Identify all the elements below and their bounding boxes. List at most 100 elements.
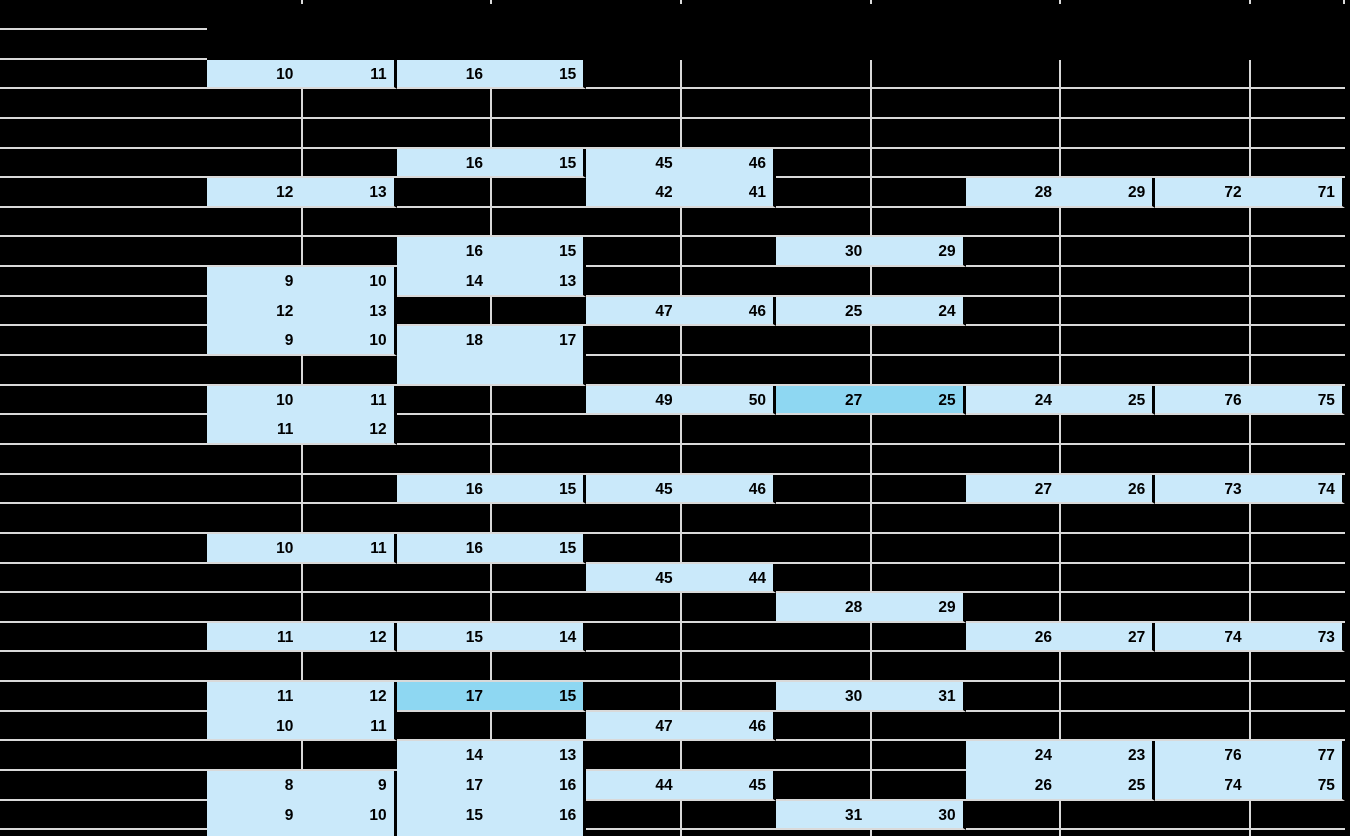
empty-cell[interactable] <box>396 652 587 683</box>
value-cell-block[interactable]: 47 46 <box>586 296 776 327</box>
value-cell-block[interactable]: 18 17 <box>396 326 587 386</box>
empty-cell[interactable] <box>965 593 1156 623</box>
row-label-cell[interactable] <box>0 267 207 297</box>
empty-cell[interactable] <box>586 30 776 60</box>
row-label-cell[interactable] <box>0 149 207 179</box>
empty-cell[interactable] <box>586 59 776 90</box>
empty-cell[interactable] <box>965 711 1156 742</box>
empty-cell[interactable] <box>396 178 587 208</box>
empty-cell[interactable] <box>965 59 1156 90</box>
empty-cell[interactable] <box>396 296 587 327</box>
empty-cell[interactable] <box>586 593 776 623</box>
value-cell-block[interactable]: 45 46 <box>586 474 776 505</box>
value-cell-block[interactable]: 10 11 11 12 <box>207 385 397 445</box>
empty-cell[interactable] <box>396 89 587 119</box>
empty-cell[interactable] <box>207 118 397 149</box>
row-label-cell[interactable] <box>0 326 207 357</box>
value-cell-block-highlighted[interactable]: 17 15 <box>396 682 587 712</box>
row-label-cell[interactable] <box>0 386 207 416</box>
empty-cell[interactable] <box>775 118 966 149</box>
value-cell-block[interactable]: 31 30 <box>775 800 966 831</box>
empty-cell[interactable] <box>1155 682 1345 712</box>
empty-cell[interactable] <box>1155 30 1345 60</box>
empty-cell[interactable] <box>207 474 397 505</box>
empty-cell[interactable] <box>207 207 397 238</box>
empty-cell[interactable] <box>965 682 1156 712</box>
empty-cell[interactable] <box>1155 267 1345 297</box>
empty-cell[interactable] <box>776 830 966 836</box>
row-label-cell[interactable] <box>0 297 207 327</box>
empty-cell[interactable] <box>397 30 587 60</box>
empty-cell[interactable] <box>775 652 966 683</box>
value-cell-block[interactable]: 12 13 <box>207 178 397 208</box>
empty-cell[interactable] <box>775 148 966 179</box>
empty-cell[interactable] <box>965 652 1156 683</box>
row-label-cell[interactable] <box>0 60 207 90</box>
empty-cell[interactable] <box>775 504 966 534</box>
empty-cell[interactable] <box>396 415 587 445</box>
empty-cell[interactable] <box>776 30 966 60</box>
empty-cell[interactable] <box>775 771 966 801</box>
empty-cell[interactable] <box>207 652 397 683</box>
empty-cell[interactable] <box>207 30 397 60</box>
empty-cell[interactable] <box>207 593 397 623</box>
empty-cell[interactable] <box>586 682 776 712</box>
row-label-cell[interactable] <box>0 682 207 712</box>
empty-cell[interactable] <box>775 415 966 445</box>
empty-cell[interactable] <box>966 830 1156 836</box>
row-label-cell[interactable] <box>0 623 207 653</box>
empty-cell[interactable] <box>1155 504 1345 534</box>
empty-cell[interactable] <box>207 89 397 119</box>
empty-cell[interactable] <box>965 800 1156 831</box>
empty-cell[interactable] <box>965 356 1156 386</box>
empty-cell[interactable] <box>586 415 776 445</box>
row-label-cell[interactable] <box>0 475 207 505</box>
value-cell-block-highlighted[interactable]: 27 25 <box>775 385 966 416</box>
empty-cell[interactable] <box>965 148 1156 179</box>
empty-cell[interactable] <box>965 444 1156 475</box>
empty-cell[interactable] <box>586 444 776 475</box>
empty-cell[interactable] <box>775 533 966 564</box>
empty-cell[interactable] <box>965 89 1156 119</box>
value-cell-block[interactable]: 16 15 <box>396 533 587 564</box>
value-cell-block[interactable]: 16 15 <box>396 59 587 90</box>
empty-cell[interactable] <box>775 444 966 475</box>
value-cell-block[interactable]: 73 74 <box>1155 474 1345 505</box>
value-cell-block[interactable]: 30 31 <box>775 682 966 712</box>
empty-cell[interactable] <box>1155 415 1345 445</box>
empty-cell[interactable] <box>586 533 776 564</box>
empty-cell[interactable] <box>586 326 776 357</box>
empty-cell[interactable] <box>586 89 776 119</box>
empty-cell[interactable] <box>396 444 587 475</box>
row-label-cell[interactable] <box>0 593 207 623</box>
row-label-cell[interactable] <box>0 504 207 534</box>
value-cell-block[interactable]: 11 12 10 11 <box>207 682 397 742</box>
empty-cell[interactable] <box>207 148 397 179</box>
value-cell-block[interactable]: 16 15 <box>396 148 587 179</box>
empty-cell[interactable] <box>1155 533 1345 564</box>
row-label-cell[interactable] <box>0 771 207 801</box>
value-cell-block[interactable]: 47 46 <box>586 711 776 742</box>
value-cell-block[interactable]: 15 14 <box>396 622 587 653</box>
empty-cell[interactable] <box>207 444 397 475</box>
empty-cell[interactable] <box>965 267 1156 297</box>
empty-cell[interactable] <box>775 356 966 386</box>
row-label-cell[interactable] <box>0 741 207 772</box>
empty-cell[interactable] <box>775 563 966 594</box>
empty-cell[interactable] <box>775 207 966 238</box>
row-label-cell[interactable] <box>0 356 207 386</box>
row-label-cell[interactable] <box>0 445 207 475</box>
row-label-cell[interactable] <box>0 237 207 268</box>
row-label-cell[interactable] <box>0 208 207 238</box>
value-cell-block[interactable]: 25 24 <box>775 296 966 327</box>
empty-cell[interactable] <box>965 296 1156 327</box>
empty-cell[interactable] <box>1155 207 1345 238</box>
empty-cell[interactable] <box>586 267 776 297</box>
empty-cell[interactable] <box>775 178 966 208</box>
empty-cell[interactable] <box>396 563 587 594</box>
empty-cell[interactable] <box>965 533 1156 564</box>
empty-cell[interactable] <box>775 622 966 653</box>
value-cell-block[interactable]: 14 13 17 16 15 16 <box>396 741 587 836</box>
empty-cell[interactable] <box>1155 59 1345 90</box>
empty-cell[interactable] <box>586 207 776 238</box>
